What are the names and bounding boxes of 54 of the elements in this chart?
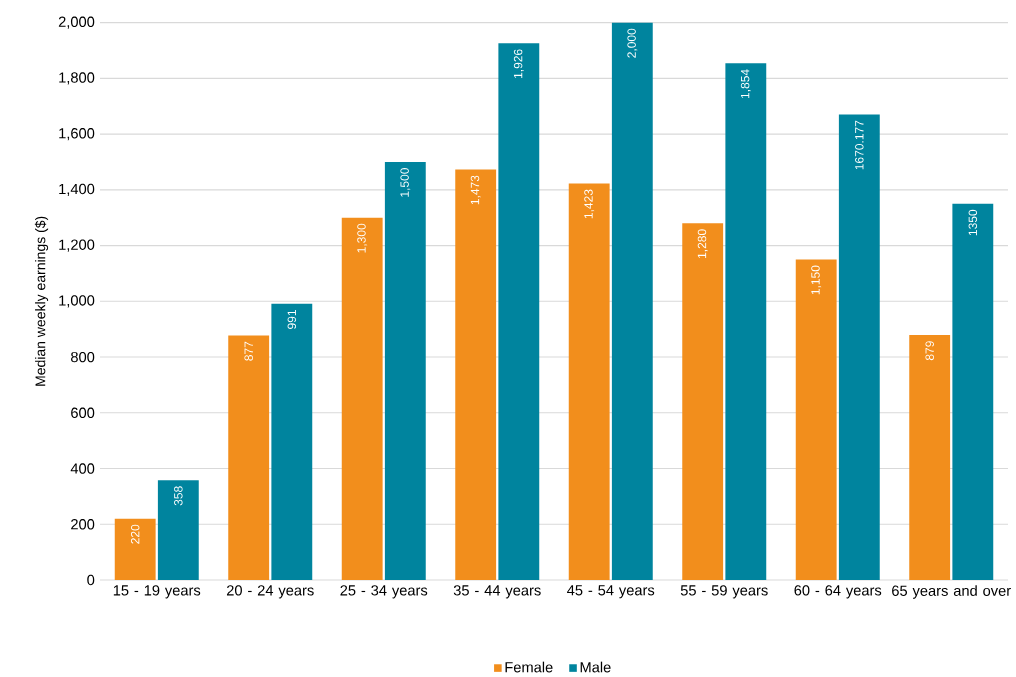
bar [271, 303, 313, 580]
bar [952, 203, 994, 580]
bar [838, 114, 880, 580]
y-tick-label: 1,000 [59, 295, 95, 308]
bar [228, 335, 270, 580]
data-label: 1350 [968, 209, 978, 236]
bar [682, 223, 724, 580]
y-tick-label: 2,000 [58, 16, 95, 29]
bar [725, 63, 767, 580]
data-label: 220 [130, 524, 140, 544]
x-tick-label: 35 - 44 years [453, 585, 541, 599]
y-axis-title: Median weekly earnings ($) [34, 216, 49, 386]
bar [568, 183, 610, 580]
bar [611, 22, 653, 580]
y-tick-label: 800 [71, 351, 95, 363]
x-tick-label: 45 - 54 years [567, 585, 655, 599]
bar [157, 480, 199, 580]
data-label: 1,280 [697, 229, 708, 258]
y-tick-label: 0 [87, 574, 95, 586]
bar [909, 334, 951, 580]
data-label: 991 [287, 309, 297, 329]
bar [114, 518, 156, 580]
y-tick-label: 1,800 [59, 72, 95, 85]
data-label: 2,000 [627, 28, 638, 58]
x-tick-label: 55 - 59 years [680, 585, 768, 599]
data-label: 1,500 [400, 167, 411, 197]
data-label: 1,926 [513, 49, 524, 78]
data-label: 879 [925, 341, 934, 360]
bar [384, 161, 426, 580]
legend-label: Female [505, 661, 553, 673]
bar [455, 169, 497, 580]
x-tick-label: 65 years and over [892, 585, 1011, 599]
data-label: 358 [174, 486, 183, 506]
bar [795, 259, 837, 580]
data-label: 877 [244, 341, 253, 361]
x-tick-label: 60 - 64 years [794, 585, 882, 599]
y-tick-label: 400 [70, 463, 95, 474]
data-label: 1,300 [357, 223, 368, 253]
data-label: 1,423 [584, 189, 595, 218]
bar [341, 217, 383, 580]
legend-label: Male [580, 661, 611, 673]
x-tick-label: 20 - 24 years [226, 585, 314, 599]
y-tick-label: 200 [71, 518, 95, 530]
data-label: 1,150 [811, 265, 822, 295]
x-tick-label: 15 - 19 years [113, 585, 201, 599]
bar [498, 43, 540, 580]
data-label: 1,473 [470, 175, 481, 205]
y-tick-label: 1,400 [59, 183, 95, 196]
data-label: 1670.177 [855, 120, 864, 170]
y-tick-label: 600 [71, 407, 95, 418]
data-label: 1,854 [740, 69, 751, 98]
y-tick-label: 1,600 [59, 127, 95, 141]
x-tick-label: 25 - 34 years [340, 585, 428, 599]
y-tick-label: 1,200 [59, 239, 95, 252]
